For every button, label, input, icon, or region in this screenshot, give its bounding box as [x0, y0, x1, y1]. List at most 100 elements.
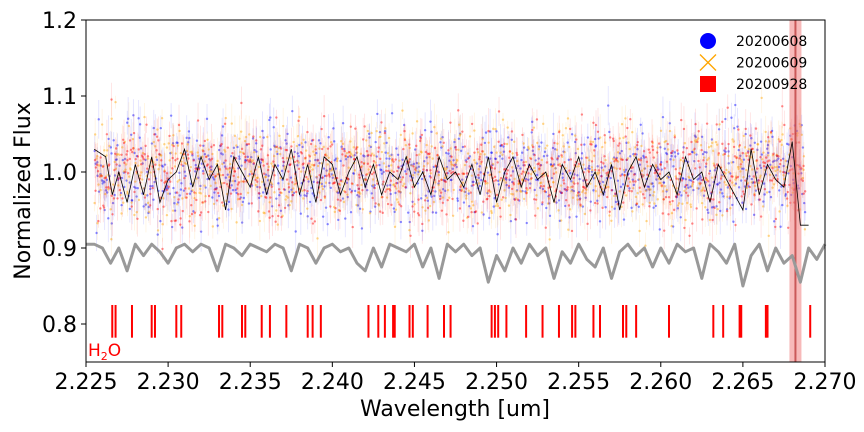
data-point: [275, 150, 279, 153]
data-point: [486, 191, 489, 195]
data-point: [452, 188, 456, 192]
data-point: [568, 127, 572, 131]
data-point: [403, 182, 406, 186]
data-point: [608, 130, 611, 134]
data-point: [224, 176, 228, 179]
data-point: [522, 197, 526, 201]
data-point: [505, 183, 508, 187]
data-point: [624, 117, 627, 120]
data-point: [500, 198, 503, 201]
data-point: [271, 164, 275, 168]
data-point: [293, 183, 296, 186]
data-point: [458, 188, 462, 192]
data-point: [622, 136, 625, 140]
data-point: [209, 168, 213, 172]
data-point: [610, 205, 614, 209]
data-point: [279, 191, 282, 194]
data-point: [472, 183, 475, 187]
data-point: [181, 226, 184, 229]
data-point: [158, 152, 161, 156]
data-point: [516, 159, 519, 163]
data-point: [214, 187, 217, 191]
data-point: [259, 135, 262, 139]
data-point: [408, 160, 411, 164]
data-point: [299, 170, 303, 173]
data-point: [272, 126, 275, 129]
data-point: [184, 187, 187, 190]
data-point: [344, 217, 347, 220]
data-point: [355, 146, 358, 149]
data-point: [773, 220, 776, 223]
data-point: [583, 143, 586, 146]
data-point: [168, 192, 172, 195]
data-point: [130, 205, 133, 208]
data-point: [430, 130, 433, 134]
data-point: [466, 216, 469, 219]
data-point: [395, 187, 398, 190]
data-point: [187, 187, 191, 190]
data-point: [153, 145, 157, 148]
data-point: [545, 206, 548, 210]
data-point: [325, 169, 328, 172]
data-point: [603, 141, 607, 144]
data-point: [349, 140, 352, 143]
data-point: [285, 195, 288, 198]
data-point: [326, 163, 329, 166]
data-point: [434, 211, 438, 214]
data-point: [335, 190, 338, 193]
data-point: [296, 152, 299, 155]
data-point: [561, 134, 565, 137]
data-point: [469, 207, 472, 210]
data-point: [219, 144, 222, 148]
data-point: [153, 180, 156, 184]
data-point: [454, 163, 457, 166]
data-point: [99, 164, 103, 167]
data-point: [407, 159, 410, 163]
data-point: [513, 197, 516, 201]
data-point: [509, 219, 513, 223]
data-point: [156, 128, 159, 131]
data-point: [355, 151, 358, 155]
data-point: [459, 184, 463, 187]
data-point: [457, 109, 460, 112]
data-point: [137, 117, 140, 120]
data-point: [610, 189, 613, 192]
data-point: [112, 139, 115, 142]
data-point: [183, 176, 186, 180]
data-point: [630, 206, 633, 210]
data-point: [196, 119, 200, 122]
data-point: [550, 165, 553, 168]
data-point: [783, 171, 786, 174]
data-point: [180, 160, 183, 163]
data-point: [477, 182, 481, 185]
data-point: [446, 198, 449, 202]
data-point: [662, 181, 666, 184]
data-point: [719, 209, 722, 213]
data-point: [178, 129, 181, 133]
data-point: [214, 181, 217, 185]
data-point: [501, 157, 504, 160]
data-point: [668, 129, 672, 133]
data-point: [499, 176, 503, 180]
data-point: [222, 161, 226, 165]
data-point: [520, 172, 523, 175]
data-point: [529, 177, 532, 181]
data-point: [618, 142, 621, 145]
data-point: [622, 218, 626, 221]
data-point: [759, 166, 763, 170]
data-point: [591, 140, 595, 144]
data-point: [240, 147, 244, 151]
data-point: [292, 187, 295, 190]
data-point: [636, 191, 639, 195]
data-point: [269, 148, 272, 151]
data-point: [418, 170, 422, 173]
data-point: [624, 135, 627, 138]
data-point: [660, 161, 663, 164]
data-point: [122, 170, 126, 173]
data-point: [110, 222, 113, 225]
data-point: [453, 138, 456, 141]
data-point: [401, 176, 405, 179]
data-point: [309, 165, 312, 169]
data-point: [260, 180, 264, 184]
